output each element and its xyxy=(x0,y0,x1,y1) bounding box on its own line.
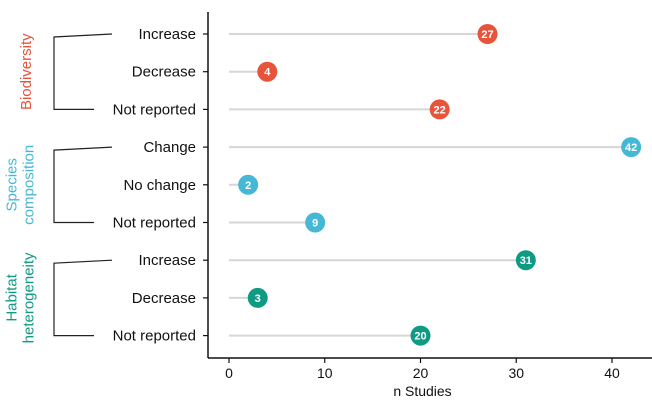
group-label: Biodiversity xyxy=(18,33,35,110)
category-label: Not reported xyxy=(113,215,196,232)
category-label: Change xyxy=(143,139,196,156)
category-label: Increase xyxy=(138,252,196,269)
lollipop-dot xyxy=(477,24,498,44)
x-axis-title: n Studies xyxy=(393,383,451,399)
lollipop-dot xyxy=(429,99,450,120)
group-label: Species xyxy=(4,158,21,211)
category-label: Decrease xyxy=(132,290,196,307)
x-tick-label: 30 xyxy=(508,365,524,381)
lollipop-dot xyxy=(238,174,259,195)
group-label: composition xyxy=(21,145,38,225)
group-label: Habitat xyxy=(4,273,21,321)
lollipop-dot xyxy=(621,137,642,158)
group-bracket xyxy=(53,259,113,337)
category-label: Not reported xyxy=(113,328,196,345)
lollipop-dot xyxy=(305,212,326,233)
category-label: Not reported xyxy=(113,101,196,118)
x-tick-label: 20 xyxy=(413,365,429,381)
data-value-label: 31 xyxy=(520,255,532,267)
data-value-label: 22 xyxy=(434,104,446,116)
category-label: Decrease xyxy=(132,64,196,81)
x-tick-label: 10 xyxy=(317,365,333,381)
group-label: heterogeneity xyxy=(21,252,38,343)
lollipop-dot xyxy=(515,250,536,271)
data-value-label: 20 xyxy=(414,331,426,343)
group-bracket xyxy=(53,146,113,224)
category-label: No change xyxy=(123,177,196,194)
data-value-label: 42 xyxy=(625,142,637,154)
data-value-label: 2 xyxy=(245,180,251,192)
x-tick-label: 40 xyxy=(604,365,620,381)
axes-layer: 0 10 20 30 40 n Studies Increase Decrease Not re… xyxy=(113,12,652,399)
group-brackets-layer: Biodiversity Species composition Habitat het… xyxy=(4,33,113,343)
lollipop-dot xyxy=(247,287,268,308)
data-value-label: 4 xyxy=(264,67,271,79)
data-value-label: 27 xyxy=(481,29,493,41)
data-value-label: 9 xyxy=(312,218,318,230)
lollipop-dot xyxy=(257,61,278,82)
group-bracket xyxy=(53,33,113,110)
category-label: Increase xyxy=(138,26,196,43)
x-tick-label: 0 xyxy=(225,365,233,381)
data-value-label: 3 xyxy=(255,293,261,305)
lollipop-dot xyxy=(410,325,431,346)
stems-layer xyxy=(229,33,632,337)
